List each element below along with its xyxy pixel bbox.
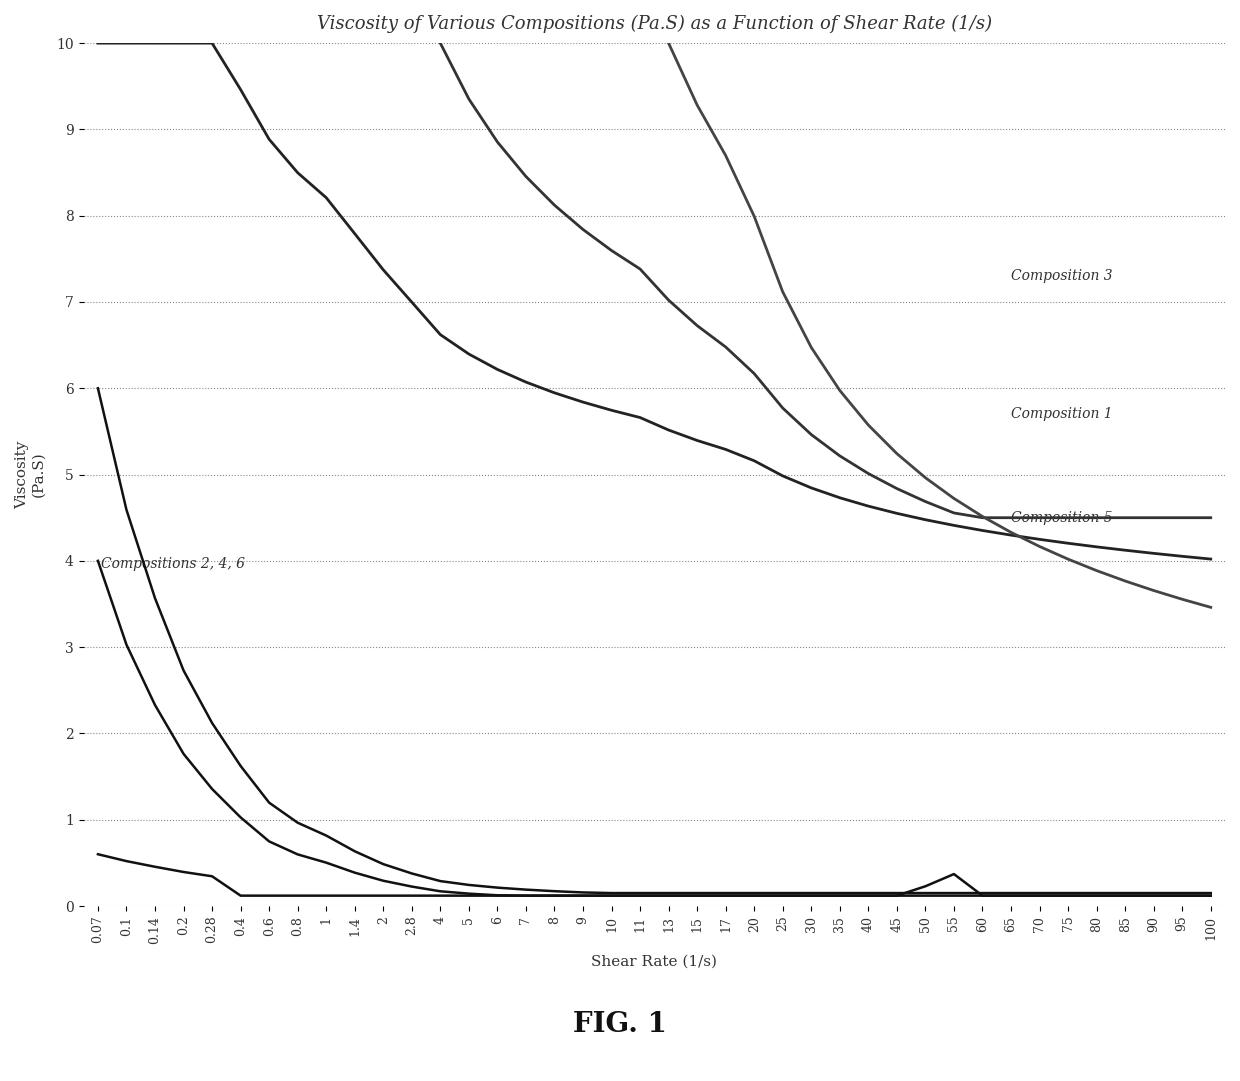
Title: Viscosity of Various Compositions (Pa.S) as a Function of Shear Rate (1/s): Viscosity of Various Compositions (Pa.S)…	[316, 15, 992, 34]
Text: FIG. 1: FIG. 1	[573, 1012, 667, 1039]
Text: Composition 3: Composition 3	[1011, 269, 1112, 283]
Text: Composition 5: Composition 5	[1011, 511, 1112, 525]
Text: Composition 1: Composition 1	[1011, 408, 1112, 422]
Text: Compositions 2, 4, 6: Compositions 2, 4, 6	[100, 557, 244, 571]
Y-axis label: Viscosity
(Pa.S): Viscosity (Pa.S)	[15, 440, 45, 509]
X-axis label: Shear Rate (1/s): Shear Rate (1/s)	[591, 955, 717, 969]
